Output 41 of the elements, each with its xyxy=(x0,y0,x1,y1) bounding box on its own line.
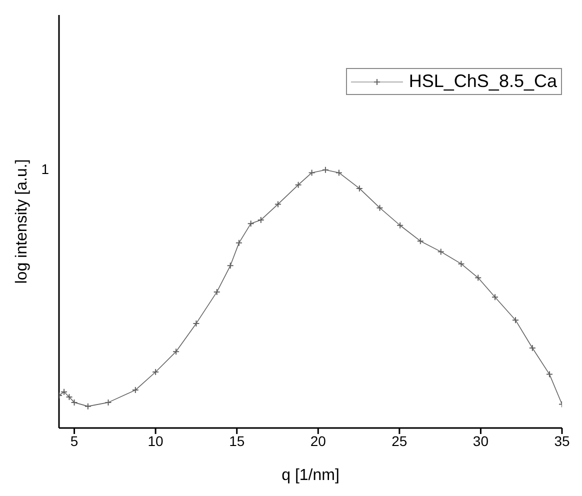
point xyxy=(235,239,242,246)
point xyxy=(226,262,234,270)
x-tick-label: 10 xyxy=(148,432,164,449)
point xyxy=(376,204,384,212)
point xyxy=(274,200,282,208)
x-tick-label: 30 xyxy=(472,432,489,449)
x-tick-label: 20 xyxy=(310,432,326,449)
text: 1 xyxy=(40,160,49,177)
point xyxy=(512,316,520,324)
point xyxy=(104,398,112,406)
point xyxy=(294,181,302,188)
point xyxy=(247,220,254,228)
y-axis-title: log intensity [a.u.] xyxy=(14,159,31,284)
point xyxy=(437,248,444,256)
point xyxy=(416,238,424,245)
point xyxy=(474,274,482,282)
point xyxy=(356,184,363,192)
point xyxy=(257,216,264,224)
point xyxy=(84,402,92,410)
x-tick-label: 15 xyxy=(229,432,245,449)
x-axis-title: q [1/nm] xyxy=(282,467,340,484)
x-tick-label: 35 xyxy=(554,432,570,449)
point xyxy=(308,169,316,176)
point xyxy=(458,260,465,268)
point xyxy=(132,386,139,394)
point xyxy=(396,222,404,229)
legend-label: HSL_ChS_8.5_Ca xyxy=(408,71,557,92)
point xyxy=(70,398,78,406)
point xyxy=(152,368,160,376)
point xyxy=(322,166,329,174)
point xyxy=(492,294,499,301)
point xyxy=(60,388,68,396)
point xyxy=(335,169,342,176)
point xyxy=(213,288,220,296)
x-tick-label: 25 xyxy=(392,432,408,449)
point xyxy=(66,394,73,401)
point xyxy=(546,370,553,378)
point xyxy=(192,320,200,327)
point xyxy=(172,348,180,356)
point xyxy=(528,344,536,352)
x-tick-label: 5 xyxy=(70,432,78,449)
